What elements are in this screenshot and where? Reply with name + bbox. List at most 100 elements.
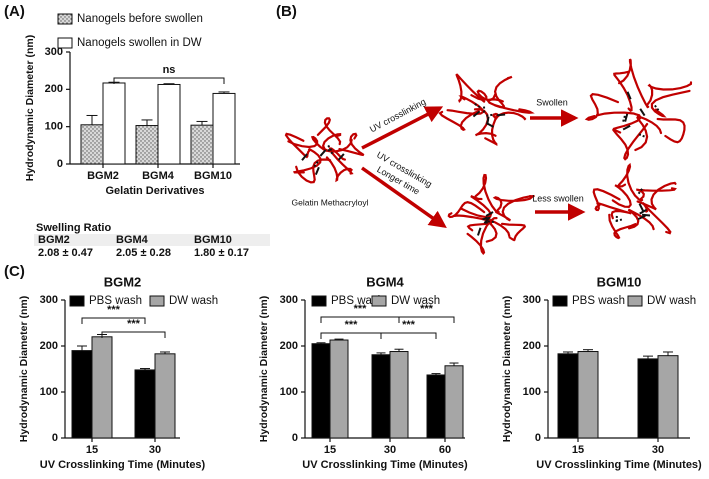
legend-swatch (57, 37, 73, 49)
panel-label: (A) (4, 3, 25, 20)
bar (135, 125, 159, 165)
chain (634, 115, 663, 152)
crosslink (312, 161, 319, 169)
crosslink (314, 166, 320, 175)
chart-title: BGM2 (104, 274, 142, 289)
bar (91, 336, 113, 439)
legend-swatch (69, 295, 85, 307)
bar (157, 83, 181, 165)
crosslink (485, 211, 494, 217)
significance-label: ns (163, 64, 176, 76)
y-tick-label: 300 (40, 294, 58, 306)
error-bar (160, 351, 170, 354)
chain (618, 58, 650, 109)
chain (608, 213, 637, 240)
significance-label: *** (402, 319, 416, 331)
bar (444, 365, 464, 439)
error-bar (431, 373, 441, 375)
chain (292, 147, 322, 174)
bar (426, 374, 446, 439)
error-bar (140, 368, 150, 370)
error-bar (376, 352, 386, 355)
legend-label: DW wash (169, 295, 218, 307)
bar (657, 355, 679, 439)
arrow (361, 106, 444, 150)
bar (71, 350, 93, 439)
bar (154, 353, 176, 439)
bar (80, 124, 104, 165)
legend-swatch (57, 13, 73, 25)
chain (455, 73, 486, 103)
crosslink (327, 144, 334, 153)
x-tick-label: 60 (439, 444, 451, 456)
y-tick-label: 0 (535, 432, 541, 444)
significance-label: *** (354, 303, 368, 315)
significance-bracket (398, 316, 455, 323)
x-tick-label: 30 (652, 444, 664, 456)
chain (495, 195, 535, 222)
panel-label: (B) (276, 3, 297, 20)
error-bar (563, 351, 573, 354)
crosslink (327, 148, 335, 156)
legend-label: Nanogels before swollen (77, 13, 203, 25)
y-tick-label: 100 (523, 386, 541, 398)
y-tick-label: 200 (523, 340, 541, 352)
chain (321, 133, 353, 153)
error-bar (583, 349, 593, 352)
crosslink (641, 213, 651, 217)
chain (493, 75, 513, 109)
chain (613, 70, 633, 113)
x-axis-title: UV Crosslinking Time (Minutes) (536, 459, 702, 471)
chain (617, 162, 644, 202)
crosslink (624, 113, 629, 122)
legend-label: DW wash (391, 295, 440, 307)
error-bar (316, 342, 326, 344)
y-axis-title: Hydrodynamic Diameter (nm) (258, 296, 270, 442)
crosslink (613, 218, 623, 223)
chain (486, 98, 535, 114)
table-title: Swelling Ratio (36, 222, 111, 234)
y-axis-title: Hydrodynamic Diameter (nm) (24, 35, 36, 181)
significance-bracket (81, 317, 146, 324)
legend-swatch (371, 295, 387, 307)
significance-label: *** (420, 303, 434, 315)
error-bar (196, 120, 208, 126)
chain (460, 195, 493, 219)
bar (389, 351, 409, 439)
crosslink (484, 216, 488, 226)
error-bar (663, 351, 673, 356)
x-tick-label: BGM4 (142, 170, 175, 182)
chain (656, 117, 686, 144)
y-tick-label: 200 (40, 340, 58, 352)
chain (636, 187, 677, 201)
legend-label: PBS wash (572, 295, 625, 307)
significance-label: *** (127, 318, 141, 330)
x-tick-label: 30 (384, 444, 396, 456)
chain (650, 89, 691, 118)
table-header: BGM2 (38, 234, 70, 246)
crosslink (472, 110, 481, 118)
panel-label: (C) (4, 263, 25, 280)
bar (190, 124, 214, 165)
legend-label: PBS wash (89, 295, 142, 307)
error-bar (334, 338, 344, 341)
chain (453, 214, 493, 232)
chain (612, 123, 649, 161)
chart-title: BGM10 (597, 274, 642, 289)
y-tick-label: 0 (57, 158, 63, 170)
bar (311, 343, 331, 439)
legend-swatch (552, 295, 568, 307)
y-tick-label: 100 (40, 386, 58, 398)
crosslink (654, 104, 661, 113)
crosslink (638, 203, 644, 212)
x-axis-title: Gelatin Derivatives (105, 185, 204, 197)
table-header: BGM4 (116, 234, 149, 246)
crosslink (319, 149, 327, 157)
chain (325, 156, 353, 183)
x-tick-label: BGM10 (194, 170, 232, 182)
crosslink (626, 91, 632, 100)
chain (316, 117, 342, 146)
chain (584, 93, 620, 121)
chain (438, 109, 480, 132)
bar (371, 354, 391, 439)
